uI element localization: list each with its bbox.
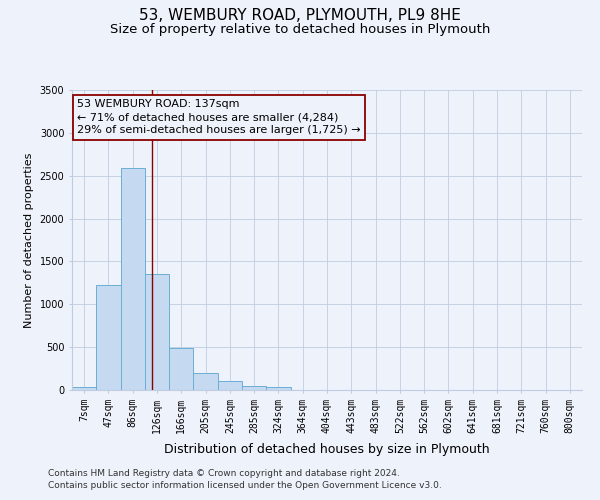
- Y-axis label: Number of detached properties: Number of detached properties: [24, 152, 34, 328]
- Bar: [96, 284, 121, 390]
- Bar: [218, 380, 242, 390]
- Text: 53, WEMBURY ROAD, PLYMOUTH, PL9 8HE: 53, WEMBURY ROAD, PLYMOUTH, PL9 8HE: [139, 8, 461, 22]
- Text: Size of property relative to detached houses in Plymouth: Size of property relative to detached ho…: [110, 22, 490, 36]
- Bar: [169, 348, 193, 390]
- Bar: [193, 374, 218, 390]
- Bar: [121, 168, 145, 390]
- Text: 53 WEMBURY ROAD: 137sqm
← 71% of detached houses are smaller (4,284)
29% of semi: 53 WEMBURY ROAD: 137sqm ← 71% of detache…: [77, 99, 361, 136]
- Text: Contains HM Land Registry data © Crown copyright and database right 2024.: Contains HM Land Registry data © Crown c…: [48, 468, 400, 477]
- Text: Distribution of detached houses by size in Plymouth: Distribution of detached houses by size …: [164, 442, 490, 456]
- Bar: [72, 386, 96, 390]
- Bar: [266, 387, 290, 390]
- Bar: [242, 386, 266, 390]
- Bar: [145, 274, 169, 390]
- Text: Contains public sector information licensed under the Open Government Licence v3: Contains public sector information licen…: [48, 481, 442, 490]
